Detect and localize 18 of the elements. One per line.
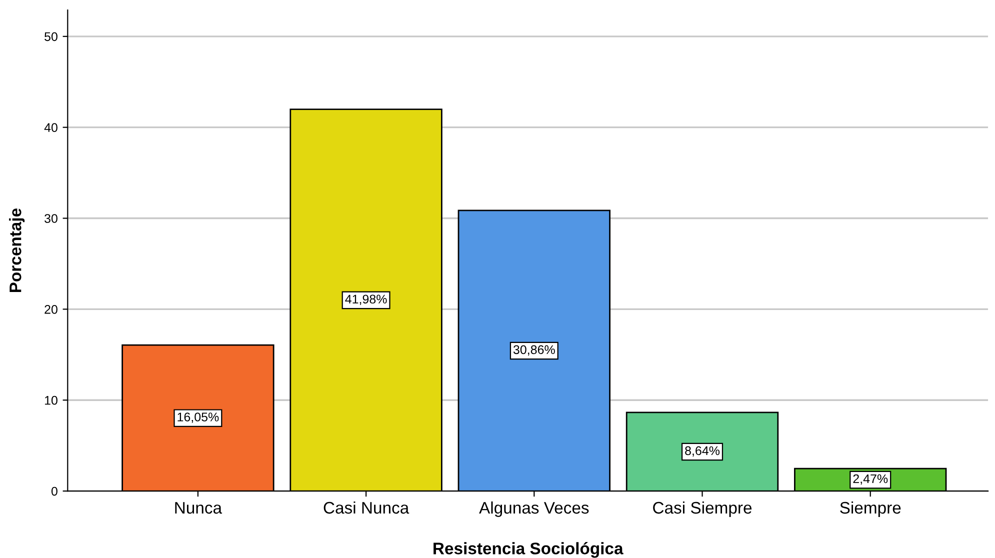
data-label: 30,86% bbox=[513, 345, 555, 356]
x-tick-label: Siempre bbox=[840, 501, 901, 517]
x-axis-title: Resistencia Sociológica bbox=[434, 542, 624, 558]
y-tick-label: 20 bbox=[44, 304, 58, 314]
x-tick-label: Casi Siempre bbox=[653, 501, 752, 517]
x-tick-label: Casi Nunca bbox=[324, 501, 410, 514]
data-label: 41,98% bbox=[345, 294, 387, 306]
y-tick-label: 10 bbox=[44, 396, 58, 405]
x-tick-label: Nunca bbox=[175, 502, 222, 514]
y-axis-title: Porcentaje bbox=[9, 208, 25, 292]
data-label: 2,47% bbox=[853, 474, 888, 485]
y-tick-label: 40 bbox=[44, 123, 58, 132]
y-tick-label: 30 bbox=[44, 214, 58, 223]
y-tick-label: 50 bbox=[44, 32, 58, 42]
data-label: 8,64% bbox=[685, 446, 720, 457]
data-label: 16,05% bbox=[178, 412, 219, 423]
x-tick-label: Algunas Veces bbox=[479, 501, 589, 517]
y-tick-label: 0 bbox=[51, 486, 58, 496]
